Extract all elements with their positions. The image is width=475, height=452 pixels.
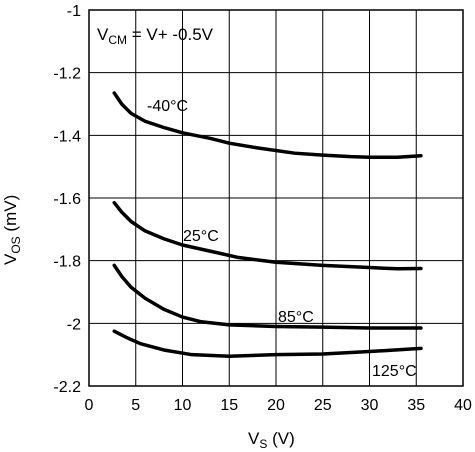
x-axis-title-unit: (V) <box>267 429 294 448</box>
y-axis-title-main: V <box>1 253 20 265</box>
x-tick-label: 40 <box>454 397 472 414</box>
vcm-annotation: VCM = V+ -0.5V <box>97 25 214 47</box>
x-tick-label: 10 <box>174 397 192 414</box>
x-tick-label: 25 <box>314 397 332 414</box>
y-axis-title: VOS (mV) <box>1 195 23 265</box>
x-tick-label: 15 <box>220 397 238 414</box>
y-axis-title-unit: (mV) <box>1 195 20 237</box>
y-tick-label: -2.2 <box>53 379 81 396</box>
y-axis-title-sub: OS <box>9 236 23 253</box>
series-label: -40°C <box>147 98 188 115</box>
series-label: 125°C <box>372 363 417 380</box>
plot-frame <box>88 9 464 387</box>
annotation-post: = V+ -0.5V <box>127 25 214 44</box>
x-axis-title-main: V <box>248 429 260 448</box>
x-axis-title-sub: S <box>259 437 267 451</box>
y-tick-label: -1.2 <box>53 66 81 83</box>
series-label: 25°C <box>183 228 219 245</box>
y-tick-label: -1 <box>67 3 81 20</box>
series-line <box>112 329 423 358</box>
x-tick-label: 0 <box>85 397 94 414</box>
y-tick-label: -1.8 <box>53 254 81 271</box>
x-tick-label: 30 <box>361 397 379 414</box>
series-label: 85°C <box>278 309 314 326</box>
series-line <box>112 263 423 330</box>
grid <box>88 9 464 387</box>
x-axis-title: VS (V) <box>248 429 295 451</box>
y-tick-label: -1.4 <box>53 128 81 145</box>
x-tick-label: 20 <box>267 397 285 414</box>
series-labels: -40°C 25°C 85°C 125°C <box>147 98 417 380</box>
x-tick-label: 5 <box>131 397 140 414</box>
y-tick-label: -1.6 <box>53 191 81 208</box>
annotation-pre: V <box>97 25 109 44</box>
series-line <box>112 200 423 271</box>
series-lines <box>112 91 423 358</box>
tick-labels: 0 5 10 15 20 25 30 35 40 -2.2 -2 -1.8 -1.6 -1.4 -1.2 -1 <box>53 3 472 414</box>
series-line <box>112 91 423 160</box>
x-tick-label: 35 <box>407 397 425 414</box>
annotation-sub: CM <box>108 33 127 47</box>
y-tick-label: -2 <box>67 316 81 333</box>
